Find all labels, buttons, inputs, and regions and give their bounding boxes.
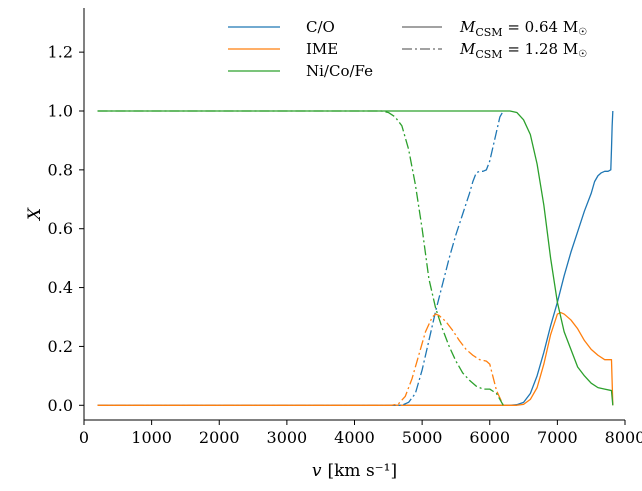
x-tick-label: 8000: [605, 428, 642, 447]
y-tick-label: 1.0: [48, 102, 73, 121]
series-line-c-o-128: [97, 110, 504, 406]
y-tick-label: 0.0: [48, 396, 73, 415]
legend-model-symbol: M: [459, 18, 476, 36]
x-axis-label-unit: [km s⁻¹]: [328, 461, 398, 481]
x-tick-label: 3000: [267, 428, 308, 447]
legend-model-symbol: M: [459, 40, 476, 58]
legend-model-sun: ☉: [578, 49, 587, 60]
y-tick-label: 0.4: [48, 278, 73, 297]
series-line-ni-co-fe-128: [97, 110, 504, 406]
legend-model-subscript: CSM: [475, 26, 502, 39]
x-tick-label: 6000: [469, 428, 510, 447]
legend-model-value: = 0.64 M: [503, 18, 579, 36]
legend-model-label: MCSM = 0.64 M☉: [459, 18, 587, 39]
y-tick-label: 0.8: [48, 160, 73, 179]
legend-label: C/O: [306, 18, 335, 36]
x-tick-label: 5000: [402, 428, 443, 447]
series-group: [97, 110, 614, 406]
axis-ticks: 0 1000 2000 3000 4000 5000 6000 7000 8000 0.0 0.2 0…: [48, 43, 642, 447]
legend-model-subscript: CSM: [475, 48, 502, 61]
x-tick-label: 4000: [334, 428, 375, 447]
legend-model-value: = 1.28 M: [503, 40, 579, 58]
legend-label: IME: [306, 40, 338, 58]
series-line-ime-128: [97, 313, 504, 406]
series-line-c-o-064: [97, 110, 614, 406]
x-tick-label: 1000: [131, 428, 172, 447]
series-line-ni-co-fe-064: [97, 110, 614, 406]
x-tick-label: 7000: [537, 428, 578, 447]
y-axis-label: X: [25, 207, 45, 222]
x-axis-label-variable: v: [312, 461, 322, 481]
legend-label: Ni/Co/Fe: [306, 62, 373, 80]
y-tick-label: 0.2: [48, 337, 73, 356]
x-tick-label: 2000: [199, 428, 240, 447]
y-tick-label: 0.6: [48, 219, 73, 238]
series-line-ime-064: [97, 311, 614, 406]
y-tick-label: 1.2: [48, 43, 73, 62]
x-tick-label: 0: [79, 428, 89, 447]
axis-labels: v [km s⁻¹] X: [25, 207, 397, 481]
x-axis-label: v [km s⁻¹]: [312, 461, 397, 481]
legend-model-label: MCSM = 1.28 M☉: [459, 40, 587, 61]
plot-area: [83, 8, 625, 421]
legend-model-sun: ☉: [578, 27, 587, 38]
